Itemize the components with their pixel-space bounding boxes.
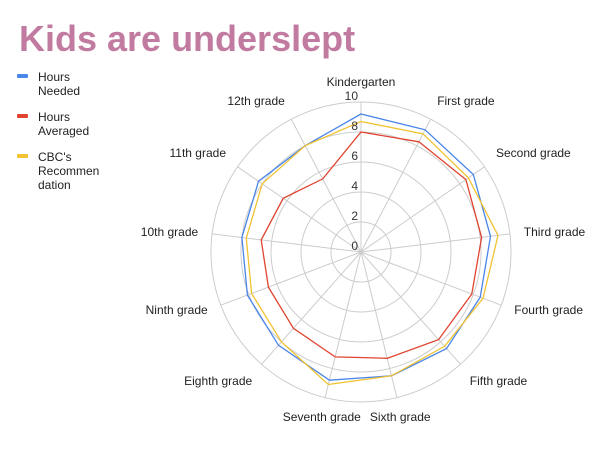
legend-swatch-cbc-recommendation (17, 154, 28, 158)
radial-tick-label: 2 (351, 209, 358, 223)
category-label: Fourth grade (514, 303, 583, 317)
category-label: 12th grade (227, 94, 285, 108)
legend-label: Recommen (38, 164, 100, 178)
legend-label: Averaged (38, 124, 90, 138)
grid-spoke (290, 118, 362, 253)
legend-item-cbc-recommendation: CBC's Recommen dation (17, 150, 117, 192)
legend-label: CBC's (38, 150, 72, 164)
radial-tick-label: 4 (351, 179, 358, 193)
grid-spoke (360, 251, 502, 306)
series-line-1 (260, 131, 483, 359)
category-label: 10th grade (141, 225, 199, 239)
legend-label: Hours (38, 70, 71, 84)
category-label: 11th grade (170, 146, 227, 160)
grid-spoke (360, 166, 485, 253)
category-label: Ninth grade (146, 303, 208, 317)
series-line-2 (245, 120, 499, 386)
category-label: Seventh grade (283, 410, 361, 424)
grid-spoke (360, 251, 398, 398)
grid-spoke (220, 251, 362, 306)
legend-item-hours-averaged: Hours Averaged (17, 110, 117, 138)
category-label: Third grade (524, 225, 586, 239)
legend: Hours Needed Hours Averaged CBC's Recomm… (17, 70, 117, 204)
grid-spoke (324, 251, 362, 398)
grid-spoke (261, 251, 362, 365)
chart-title: Kids are underslept (19, 18, 356, 59)
radial-tick-label: 6 (351, 149, 358, 163)
radial-tick-label: 10 (345, 89, 359, 103)
grid-spoke (212, 233, 362, 253)
legend-label: Hours (38, 110, 71, 124)
radial-tick-label: 8 (351, 119, 358, 133)
category-label: First grade (437, 94, 495, 108)
category-label: Fifth grade (470, 374, 528, 388)
category-label: Second grade (496, 146, 571, 160)
legend-label: Needed (38, 84, 81, 98)
category-label: Sixth grade (370, 410, 431, 424)
grid-spoke (360, 118, 432, 253)
category-label: Kindergarten (327, 75, 396, 89)
legend-swatch-hours-averaged (17, 114, 28, 118)
legend-label: dation (38, 178, 71, 192)
legend-swatch-hours-needed (17, 74, 28, 78)
grid-spoke (360, 251, 461, 365)
radial-tick-label: 0 (351, 239, 358, 253)
legend-item-hours-needed: Hours Needed (17, 70, 117, 98)
category-label: Eighth grade (184, 374, 252, 388)
grid-spoke (360, 233, 510, 253)
series-line-0 (241, 113, 492, 381)
